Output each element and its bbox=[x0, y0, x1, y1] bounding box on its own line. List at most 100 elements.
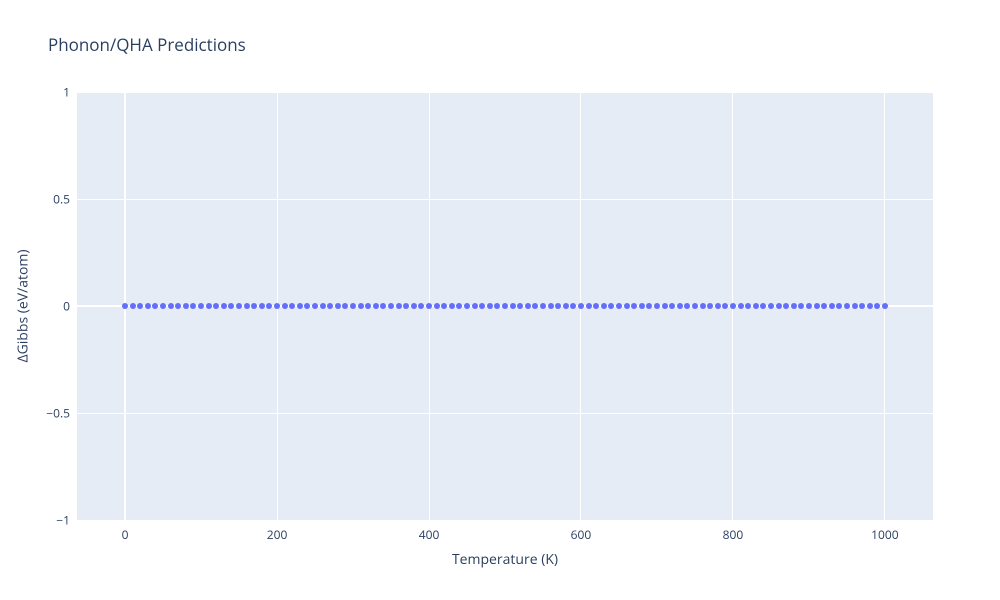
data-point[interactable] bbox=[578, 303, 584, 309]
data-point[interactable] bbox=[373, 303, 379, 309]
data-point[interactable] bbox=[282, 303, 288, 309]
data-point[interactable] bbox=[259, 303, 265, 309]
data-point[interactable] bbox=[745, 303, 751, 309]
data-point[interactable] bbox=[760, 303, 766, 309]
data-point[interactable] bbox=[829, 303, 835, 309]
data-point[interactable] bbox=[206, 303, 212, 309]
data-point[interactable] bbox=[380, 303, 386, 309]
data-point[interactable] bbox=[487, 303, 493, 309]
data-point[interactable] bbox=[350, 303, 356, 309]
data-point[interactable] bbox=[700, 303, 706, 309]
data-point[interactable] bbox=[320, 303, 326, 309]
data-point[interactable] bbox=[692, 303, 698, 309]
data-point[interactable] bbox=[494, 303, 500, 309]
data-point[interactable] bbox=[646, 303, 652, 309]
data-point[interactable] bbox=[662, 303, 668, 309]
data-point[interactable] bbox=[517, 303, 523, 309]
data-point[interactable] bbox=[806, 303, 812, 309]
data-point[interactable] bbox=[122, 303, 128, 309]
data-point[interactable] bbox=[456, 303, 462, 309]
data-point[interactable] bbox=[449, 303, 455, 309]
data-point[interactable] bbox=[441, 303, 447, 309]
data-point[interactable] bbox=[434, 303, 440, 309]
data-point[interactable] bbox=[624, 303, 630, 309]
data-point[interactable] bbox=[160, 303, 166, 309]
data-point[interactable] bbox=[593, 303, 599, 309]
data-point[interactable] bbox=[464, 303, 470, 309]
data-point[interactable] bbox=[137, 303, 143, 309]
data-point[interactable] bbox=[836, 303, 842, 309]
data-point[interactable] bbox=[175, 303, 181, 309]
data-point[interactable] bbox=[403, 303, 409, 309]
data-point[interactable] bbox=[335, 303, 341, 309]
data-point[interactable] bbox=[304, 303, 310, 309]
data-point[interactable] bbox=[783, 303, 789, 309]
data-point[interactable] bbox=[289, 303, 295, 309]
data-point[interactable] bbox=[472, 303, 478, 309]
data-point[interactable] bbox=[639, 303, 645, 309]
data-point[interactable] bbox=[190, 303, 196, 309]
data-point[interactable] bbox=[228, 303, 234, 309]
data-point[interactable] bbox=[874, 303, 880, 309]
data-point[interactable] bbox=[168, 303, 174, 309]
data-point[interactable] bbox=[365, 303, 371, 309]
data-point[interactable] bbox=[540, 303, 546, 309]
data-point[interactable] bbox=[327, 303, 333, 309]
data-point[interactable] bbox=[859, 303, 865, 309]
data-point[interactable] bbox=[426, 303, 432, 309]
data-point[interactable] bbox=[532, 303, 538, 309]
data-point[interactable] bbox=[601, 303, 607, 309]
data-point[interactable] bbox=[798, 303, 804, 309]
data-point[interactable] bbox=[608, 303, 614, 309]
data-point[interactable] bbox=[563, 303, 569, 309]
data-point[interactable] bbox=[555, 303, 561, 309]
data-point[interactable] bbox=[342, 303, 348, 309]
data-point[interactable] bbox=[738, 303, 744, 309]
data-point[interactable] bbox=[631, 303, 637, 309]
data-point[interactable] bbox=[586, 303, 592, 309]
data-point[interactable] bbox=[411, 303, 417, 309]
data-point[interactable] bbox=[130, 303, 136, 309]
data-point[interactable] bbox=[388, 303, 394, 309]
data-point[interactable] bbox=[616, 303, 622, 309]
data-point[interactable] bbox=[867, 303, 873, 309]
data-point[interactable] bbox=[525, 303, 531, 309]
data-point[interactable] bbox=[677, 303, 683, 309]
data-point[interactable] bbox=[821, 303, 827, 309]
data-point[interactable] bbox=[198, 303, 204, 309]
data-point[interactable] bbox=[297, 303, 303, 309]
data-point[interactable] bbox=[274, 303, 280, 309]
data-point[interactable] bbox=[776, 303, 782, 309]
data-point[interactable] bbox=[715, 303, 721, 309]
data-point[interactable] bbox=[844, 303, 850, 309]
data-point[interactable] bbox=[266, 303, 272, 309]
data-point[interactable] bbox=[791, 303, 797, 309]
data-point[interactable] bbox=[768, 303, 774, 309]
data-point[interactable] bbox=[882, 303, 888, 309]
data-point[interactable] bbox=[669, 303, 675, 309]
data-point[interactable] bbox=[479, 303, 485, 309]
plot-area[interactable] bbox=[77, 92, 933, 520]
data-point[interactable] bbox=[510, 303, 516, 309]
data-point[interactable] bbox=[358, 303, 364, 309]
data-point[interactable] bbox=[213, 303, 219, 309]
data-point[interactable] bbox=[152, 303, 158, 309]
data-point[interactable] bbox=[707, 303, 713, 309]
data-point[interactable] bbox=[852, 303, 858, 309]
data-point[interactable] bbox=[244, 303, 250, 309]
data-point[interactable] bbox=[654, 303, 660, 309]
data-point[interactable] bbox=[722, 303, 728, 309]
data-point[interactable] bbox=[753, 303, 759, 309]
data-point[interactable] bbox=[684, 303, 690, 309]
data-point[interactable] bbox=[145, 303, 151, 309]
data-point[interactable] bbox=[396, 303, 402, 309]
data-point[interactable] bbox=[548, 303, 554, 309]
data-point[interactable] bbox=[418, 303, 424, 309]
data-point[interactable] bbox=[236, 303, 242, 309]
data-point[interactable] bbox=[183, 303, 189, 309]
data-point[interactable] bbox=[502, 303, 508, 309]
data-point[interactable] bbox=[570, 303, 576, 309]
data-point[interactable] bbox=[251, 303, 257, 309]
data-point[interactable] bbox=[730, 303, 736, 309]
data-point[interactable] bbox=[814, 303, 820, 309]
